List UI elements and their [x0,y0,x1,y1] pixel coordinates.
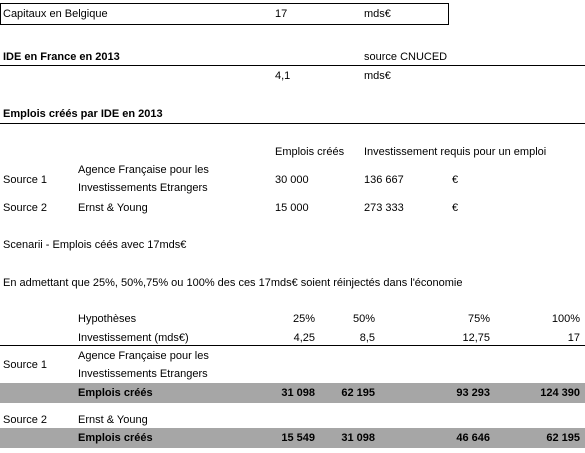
scen-src2-label: Emplois créés [78,432,153,444]
scen-src1-value-2: 62 195 [341,387,375,399]
hyp-value-100: 100% [551,313,580,325]
hyp-label: Hypothèses [78,313,137,325]
scen-src2-value-4: 62 195 [546,432,580,444]
scen-src1-org-line2: Investissements Etrangers [78,368,208,380]
emplois-row2-source: Source 2 [3,202,48,214]
emplois-row1-emplois: 30 000 [275,174,309,186]
inv-label: Investissement (mds€) [78,332,189,344]
hyp-value-25: 25% [292,313,315,325]
scen-src2-source: Source 2 [3,414,48,426]
scenarii-title: Scenarii - Emplois céés avec 17mds€ [3,239,187,251]
scen-src2-value-1: 15 549 [281,432,315,444]
hyp-value-75: 75% [467,313,490,325]
scen-src1-label: Emplois créés [78,387,153,399]
ide-france-divider [0,65,585,66]
emplois-row1-org-line2: Investissements Etrangers [78,182,208,194]
scen-src2-value-2: 31 098 [341,432,375,444]
inv-value-3: 12,75 [462,332,490,344]
emplois-row1-currency: € [452,174,459,186]
scen-src1-band [0,383,585,403]
scen-src1-value-1: 31 098 [281,387,315,399]
emplois-row1-org-line1: Agence Française pour les [78,164,209,176]
scen-src2-band [0,428,585,448]
col-header-invest: Investissement requis pour un emploi [364,146,547,158]
emplois-row2-org: Ernst & Young [78,202,148,214]
col-header-emplois: Emplois créés [275,146,345,158]
emplois-row1-invest: 136 667 [364,174,404,186]
capitaux-unit: mds€ [364,8,391,20]
scen-src1-value-3: 93 293 [456,387,490,399]
scen-src2-value-3: 46 646 [456,432,490,444]
emplois-row1-source: Source 1 [3,174,48,186]
scenarii-table-divider [0,345,585,346]
scen-src1-source: Source 1 [3,359,48,371]
inv-value-2: 8,5 [359,332,375,344]
emplois-row2-invest: 273 333 [364,202,404,214]
emplois-ide-divider [0,123,585,124]
scen-src1-value-4: 124 390 [540,387,580,399]
emplois-ide-title: Emplois créés par IDE en 2013 [3,108,163,120]
ide-france-title: IDE en France en 2013 [3,51,120,63]
ide-france-unit: mds€ [364,70,391,82]
capitaux-value: 17 [275,8,288,20]
scen-src1-org-line1: Agence Française pour les [78,350,209,362]
capitaux-label: Capitaux en Belgique [3,8,108,20]
inv-value-1: 4,25 [293,332,315,344]
scenarii-note: En admettant que 25%, 50%,75% ou 100% de… [3,277,463,289]
scen-src2-org: Ernst & Young [78,414,148,426]
emplois-row2-currency: € [452,202,459,214]
emplois-row2-emplois: 15 000 [275,202,309,214]
ide-france-value: 4,1 [275,70,291,82]
ide-france-source: source CNUCED [364,51,448,63]
inv-value-4: 17 [567,332,580,344]
hyp-value-50: 50% [352,313,375,325]
capitaux-row-box [0,3,449,25]
